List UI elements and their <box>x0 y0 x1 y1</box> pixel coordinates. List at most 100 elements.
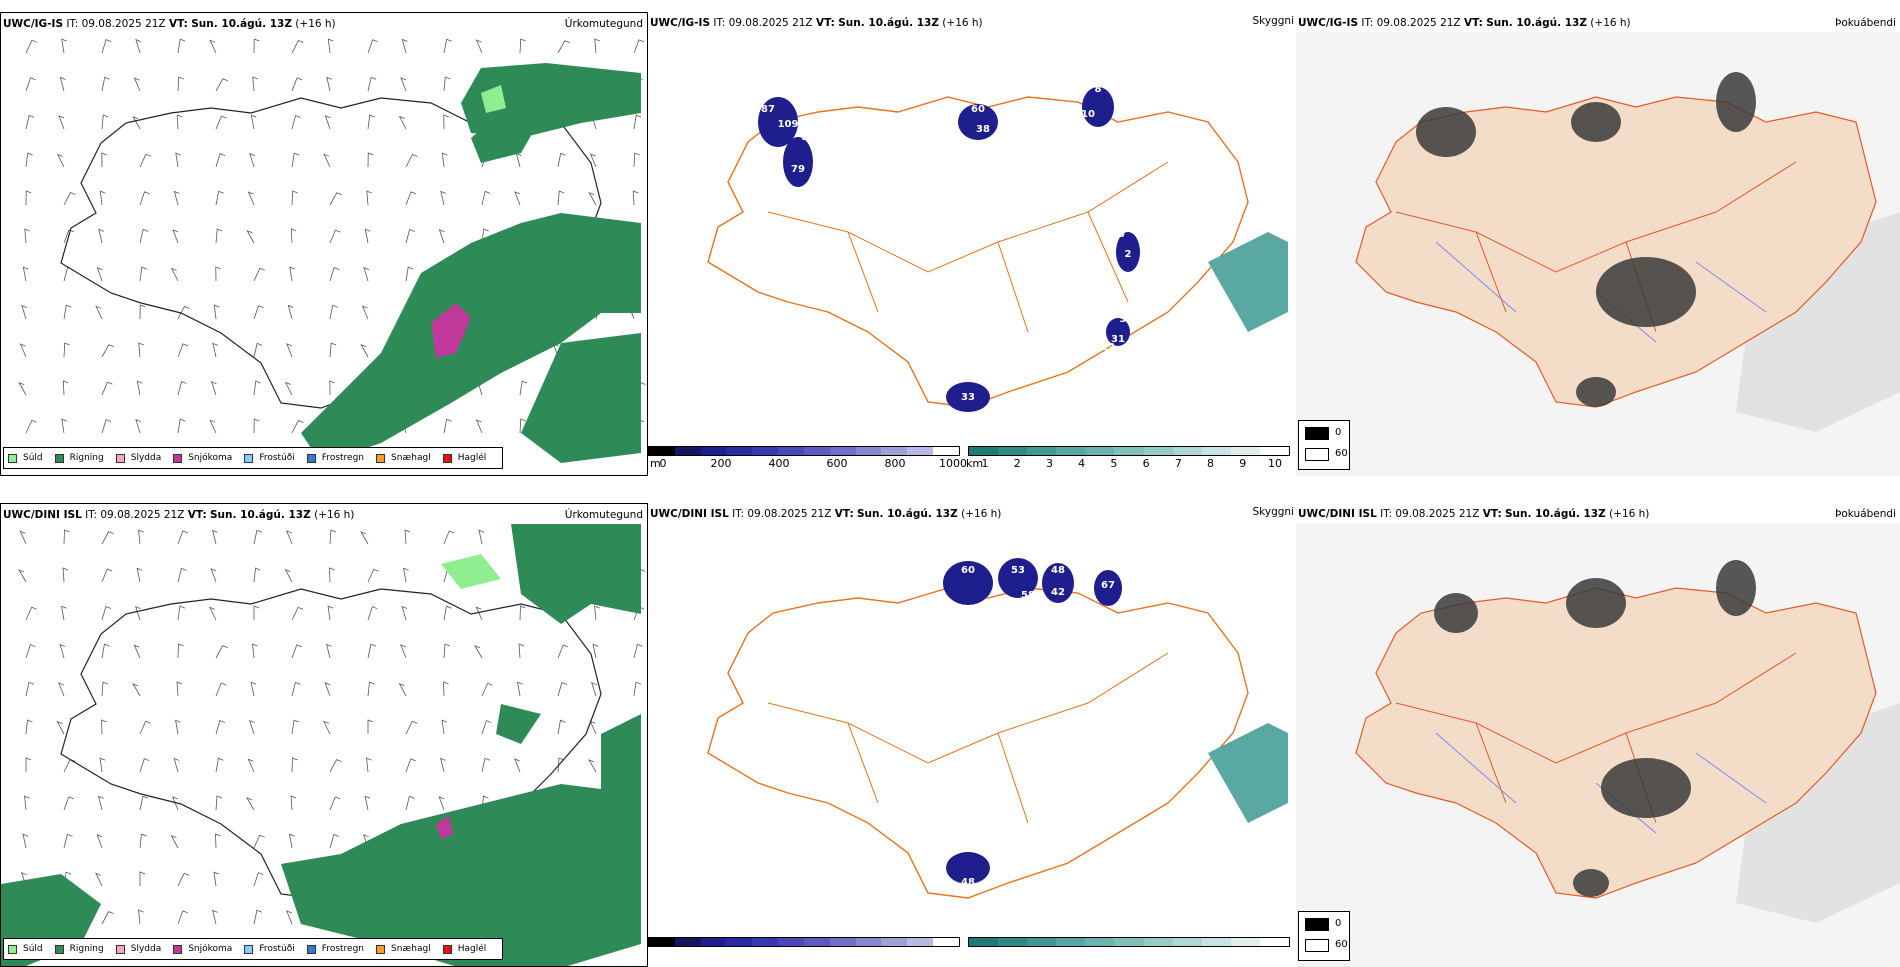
wind-barb <box>61 418 67 434</box>
wind-barb <box>212 529 218 545</box>
colorbar-step <box>1143 938 1173 946</box>
wind-barb <box>253 567 261 583</box>
wind-barb <box>481 757 491 773</box>
wind-barb <box>404 529 411 545</box>
panel-title: UWC/DINI ISL IT: 09.08.2025 21Z VT: Sun.… <box>1298 508 1650 520</box>
wind-barb <box>481 228 489 244</box>
wind-barb <box>212 342 218 358</box>
wind-barb <box>25 681 35 697</box>
legend-swatch <box>115 453 125 463</box>
wind-barb <box>253 418 260 434</box>
colorbar-step <box>778 938 804 946</box>
legend-label: Snæhagl <box>391 944 431 954</box>
legend-item-7: Haglél <box>442 453 486 463</box>
colorbar-step <box>1259 938 1290 946</box>
wind-barb <box>95 305 103 320</box>
wind-barb <box>438 229 445 244</box>
wind-barb <box>588 759 597 773</box>
legend-label: Rigning <box>69 944 104 954</box>
fog-legend-swatch-60 <box>1305 939 1329 952</box>
wind-barb <box>177 530 188 545</box>
colorbar-step <box>1230 447 1260 455</box>
wind-barb <box>405 191 417 206</box>
wind-barb <box>291 77 303 92</box>
colorbar-step <box>829 447 856 455</box>
wind-barb <box>132 115 141 130</box>
wind-barb <box>290 228 297 244</box>
wind-barb <box>101 344 114 358</box>
wind-barb <box>291 719 300 735</box>
wind-barb <box>59 643 66 659</box>
wind-barb <box>138 342 144 358</box>
fog-legend-label-60: 60 <box>1335 939 1348 950</box>
wind-barb <box>21 304 28 320</box>
wind-barb <box>253 909 263 925</box>
wind-barb <box>594 38 600 54</box>
wind-barb <box>101 719 107 735</box>
wind-barb <box>99 757 106 773</box>
wind-barb <box>215 720 226 735</box>
wind-barb <box>633 152 640 168</box>
cloudbase-max-label: 14 <box>1111 294 1125 305</box>
legend-swatch <box>306 944 316 954</box>
legend-label: Frostúði <box>259 453 295 463</box>
legend-swatch <box>244 453 254 463</box>
wind-barb <box>291 681 301 697</box>
wind-barb <box>253 342 263 358</box>
wind-barb <box>327 605 334 621</box>
wind-barb <box>172 796 179 811</box>
wind-barb <box>63 342 70 358</box>
cloudbase-colorbar <box>648 446 960 456</box>
wind-barb <box>401 605 408 621</box>
wind-barb <box>98 795 104 811</box>
colorbar-step <box>881 447 908 455</box>
colorbar-step <box>1114 938 1144 946</box>
wind-barb <box>405 795 415 811</box>
tick-label: 0 <box>659 457 667 470</box>
colorbar-step <box>674 938 701 946</box>
legend-label: Rigning <box>69 453 104 463</box>
wind-barb <box>557 40 570 54</box>
wind-barb <box>327 38 334 54</box>
colorbar-step <box>881 938 908 946</box>
wind-barb <box>284 568 293 583</box>
wind-barb <box>209 419 217 434</box>
wind-barb <box>329 304 338 320</box>
wind-barb <box>589 153 597 168</box>
legend-label: Snjókoma <box>188 453 233 463</box>
wind-barb <box>474 645 483 659</box>
wind-barb <box>367 152 374 168</box>
wind-barb <box>22 833 29 849</box>
wind-barb <box>249 152 256 168</box>
wind-barb <box>63 192 76 206</box>
wind-barb <box>63 529 70 545</box>
visibility-colorbar <box>968 937 1290 947</box>
wind-barb <box>139 833 147 849</box>
wind-barb <box>19 530 27 545</box>
fog-legend: 0 60 <box>1298 911 1350 961</box>
wind-barb <box>101 76 110 92</box>
legend-label: Haglél <box>457 944 487 954</box>
wind-barb <box>101 419 112 434</box>
legend-swatch <box>244 944 254 954</box>
panel-type-label: Úrkomutegund <box>564 18 643 30</box>
wind-barb <box>25 114 35 130</box>
wind-barb <box>481 682 493 697</box>
wind-barb <box>367 643 377 659</box>
wind-barb <box>289 266 295 282</box>
wind-barb <box>286 530 293 545</box>
legend-label: Slydda <box>130 944 162 954</box>
legend-swatch <box>8 453 17 463</box>
wind-barb <box>176 114 183 130</box>
panel-type-label: Úrkomutegund <box>564 509 643 521</box>
wind-barb <box>132 683 141 697</box>
colorbar-step <box>969 447 999 455</box>
wind-barb <box>209 606 217 621</box>
fog-legend-swatch-60 <box>1305 448 1329 461</box>
wind-barb <box>246 229 255 244</box>
cloudbase-max-label: 48 <box>961 877 975 888</box>
wind-barb <box>215 228 223 244</box>
wind-barb <box>329 759 342 773</box>
wind-barb <box>133 644 141 659</box>
wind-barb <box>25 757 32 772</box>
